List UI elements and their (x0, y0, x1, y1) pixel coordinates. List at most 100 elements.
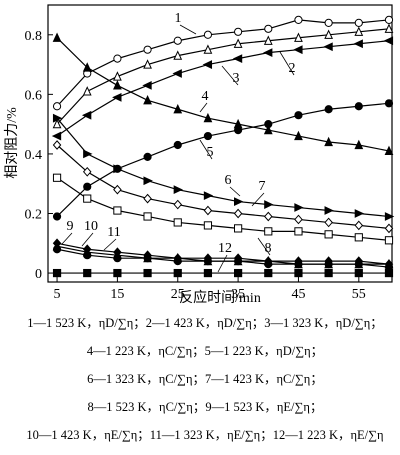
marker (324, 136, 334, 147)
label-leader (229, 186, 241, 197)
marker (354, 220, 364, 231)
marker (324, 29, 334, 39)
series-line (56, 242, 390, 265)
series-label: 6 (225, 173, 232, 188)
marker (113, 254, 122, 263)
series-line (56, 102, 390, 217)
marker (52, 245, 62, 254)
label-leader (179, 24, 197, 35)
marker (233, 208, 243, 219)
caption-line: 10—1 423 K，ηE/∑η；11—1 323 K，ηE/∑η；12—1 2… (26, 428, 383, 442)
marker (203, 221, 213, 230)
x-tick-label: 45 (291, 287, 305, 302)
marker (233, 38, 243, 48)
marker (83, 182, 92, 191)
marker (143, 176, 153, 186)
marker (173, 257, 182, 266)
marker (234, 257, 243, 266)
marker (294, 214, 303, 225)
label-leader (199, 102, 208, 113)
marker (203, 131, 213, 141)
marker (203, 268, 213, 278)
marker (354, 139, 364, 150)
marker (354, 102, 363, 111)
marker (234, 268, 243, 278)
marker (264, 211, 273, 222)
marker (173, 103, 183, 114)
label-leader (199, 139, 213, 160)
marker (323, 42, 333, 52)
label-leader (221, 65, 239, 86)
y-tick-label: 0.8 (25, 29, 43, 44)
marker (82, 62, 92, 72)
marker (384, 223, 394, 234)
marker (384, 23, 394, 33)
marker (234, 125, 243, 135)
marker (263, 48, 273, 58)
marker (173, 36, 182, 45)
marker (173, 199, 183, 210)
marker (354, 233, 363, 242)
marker (52, 32, 62, 42)
marker (113, 164, 123, 174)
label-leader (251, 192, 265, 207)
y-tick-label: 0.6 (25, 88, 43, 103)
marker (324, 268, 333, 278)
marker (263, 35, 273, 45)
marker (354, 209, 365, 218)
marker (52, 102, 62, 111)
marker (173, 218, 182, 227)
marker (324, 105, 333, 114)
marker (143, 152, 152, 162)
marker (234, 27, 243, 36)
marker (264, 260, 273, 269)
marker (83, 251, 92, 260)
marker (264, 227, 273, 236)
marker (113, 184, 122, 195)
marker (143, 59, 152, 69)
marker (294, 203, 304, 212)
series-label: 11 (107, 225, 120, 240)
marker (113, 54, 122, 63)
marker (113, 80, 122, 90)
marker (203, 205, 213, 216)
marker (384, 268, 394, 278)
marker (82, 166, 92, 177)
series-label: 7 (259, 179, 266, 194)
y-axis-label: 相对阻力/% (4, 107, 20, 179)
marker (324, 260, 333, 269)
marker (294, 111, 303, 120)
series-line (56, 37, 390, 152)
label-leader (61, 232, 73, 245)
series-label: 9 (67, 219, 74, 234)
marker (52, 173, 62, 182)
plot-frame (47, 4, 393, 283)
marker (353, 39, 363, 49)
caption-line: 6—1 323 K，ηC/∑η；7—1 423 K，ηC/∑η； (87, 372, 323, 386)
marker (232, 54, 243, 63)
marker (52, 118, 62, 129)
caption-line: 4—1 223 K，ηC/∑η；5—1 223 K，ηD/∑η； (87, 344, 323, 358)
marker (384, 236, 394, 245)
marker (173, 140, 182, 150)
series-label: 2 (289, 61, 296, 76)
series-label: 10 (84, 219, 98, 234)
marker (113, 206, 122, 215)
marker (384, 15, 394, 24)
y-tick-label: 0.4 (25, 148, 43, 163)
marker (203, 44, 213, 54)
x-tick-label: 25 (171, 287, 185, 302)
marker (173, 50, 183, 60)
marker (83, 194, 92, 203)
marker (143, 268, 152, 278)
marker (264, 120, 273, 129)
marker (81, 110, 92, 120)
marker (324, 18, 333, 27)
label-leader (279, 51, 295, 76)
series-line (56, 117, 390, 218)
marker (203, 30, 213, 39)
marker (112, 92, 122, 102)
marker (293, 45, 303, 55)
marker (264, 24, 273, 33)
